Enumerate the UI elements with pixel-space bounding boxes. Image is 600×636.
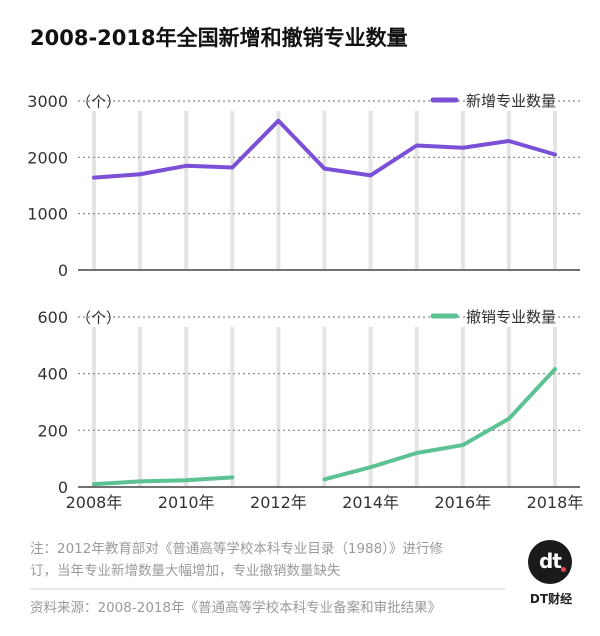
bottom-series-line: [322, 367, 557, 482]
top-column-band: [553, 111, 557, 270]
bottom-data-point: [323, 477, 327, 481]
top-data-point: [92, 176, 96, 180]
bottom-data-point: [461, 443, 465, 447]
x-tick-label: 2008年: [66, 493, 123, 512]
bottom-column-band: [322, 327, 327, 487]
top-column-band: [184, 111, 189, 270]
source-note: 资料来源：2008-2018年《普通高等学校本科专业备案和审批结果》: [30, 599, 441, 616]
top-column-band: [138, 111, 143, 270]
top-data-point: [553, 153, 557, 157]
brand-logo-icon: [528, 540, 572, 584]
chart-title: 2008-2018年全国新增和撤销专业数量: [30, 26, 408, 50]
bottom-data-point: [138, 479, 142, 483]
bottom-column-band: [138, 327, 143, 487]
bottom-ytick-label: 600: [37, 308, 68, 327]
bottom-ytick-label: 200: [37, 421, 68, 440]
top-ytick-label: 2000: [27, 148, 68, 167]
x-tick-label: 2016年: [434, 493, 491, 512]
top-column-band: [414, 111, 419, 270]
bottom-column-band: [184, 327, 189, 487]
bottom-data-point: [369, 465, 373, 469]
bottom-column-band: [460, 327, 465, 487]
top-data-point: [323, 167, 327, 171]
brand-name: DT财经: [529, 592, 573, 606]
bottom-column-band: [414, 327, 419, 487]
bottom-data-point: [92, 482, 96, 486]
top-column-band: [460, 111, 465, 270]
note-line-2: 订，当年专业新增数量大幅增加，专业撤销数量缺失: [30, 563, 341, 579]
top-ytick-label: 3000: [27, 92, 68, 111]
bottom-column-band: [92, 327, 96, 487]
bottom-legend-label: 撤销专业数量: [466, 308, 556, 326]
top-column-band: [368, 111, 373, 270]
top-ytick-label: 1000: [27, 205, 68, 224]
top-column-band: [230, 111, 235, 270]
top-data-point: [369, 173, 373, 177]
bottom-column-band: [368, 327, 373, 487]
bottom-ytick-label: 400: [37, 365, 68, 384]
top-data-point: [184, 164, 188, 168]
bottom-unit-label: （个）: [76, 309, 121, 327]
bottom-data-point: [415, 451, 419, 455]
bottom-column-band: [276, 327, 281, 487]
brand-logo-text: dt: [539, 549, 562, 573]
bottom-data-point: [230, 475, 234, 479]
top-series-line: [92, 118, 557, 180]
bottom-data-point: [553, 367, 557, 371]
x-tick-label: 2018年: [527, 493, 584, 512]
bottom-data-point: [184, 478, 188, 482]
top-column-band: [506, 111, 511, 270]
bottom-series-line: [92, 475, 235, 487]
bottom-ytick-label: 0: [58, 478, 68, 497]
note-line-1: 注：2012年教育部对《普通高等学校本科专业目录（1988）》进行修: [30, 540, 443, 557]
top-column-band: [276, 111, 281, 270]
x-tick-label: 2014年: [342, 493, 399, 512]
top-ytick-label: 0: [58, 261, 68, 280]
top-unit-label: （个）: [76, 93, 121, 111]
top-data-point: [276, 119, 280, 123]
brand-logo-dot: [561, 567, 566, 572]
x-tick-label: 2012年: [250, 493, 307, 512]
top-data-point: [138, 172, 142, 176]
top-column-band: [92, 111, 96, 270]
top-data-point: [507, 139, 511, 143]
bottom-data-point: [507, 417, 511, 421]
top-data-point: [461, 146, 465, 150]
bottom-column-band: [230, 327, 235, 487]
bottom-column-band: [506, 327, 511, 487]
top-data-point: [230, 165, 234, 169]
x-tick-label: 2010年: [158, 493, 215, 512]
top-data-point: [415, 144, 419, 148]
top-legend-label: 新增专业数量: [466, 92, 556, 110]
top-column-band: [322, 111, 327, 270]
bottom-column-band: [553, 327, 557, 487]
